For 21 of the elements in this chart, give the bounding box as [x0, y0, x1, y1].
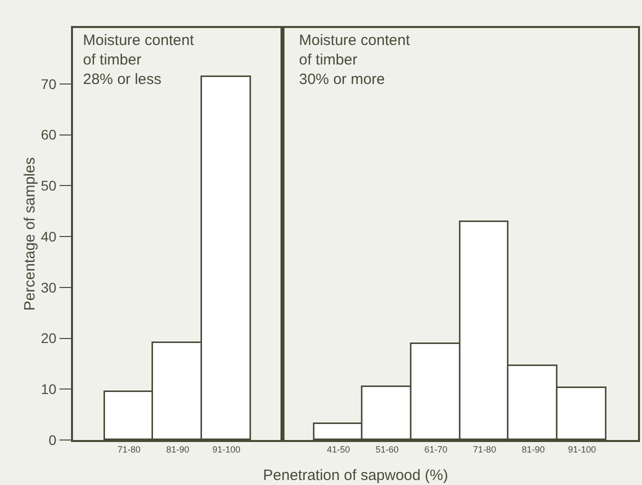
x-tick-label: 81-90	[522, 444, 545, 455]
y-tick-label: 60	[40, 126, 57, 143]
x-tick-label: 81-90	[166, 444, 190, 455]
y-tick-label: 10	[40, 381, 57, 398]
x-axis-title: Penetration of sapwood (%)	[263, 467, 448, 484]
x-tick-label: 71-80	[117, 444, 141, 455]
x-tick-label: 71-80	[473, 444, 496, 455]
y-tick-label: 50	[40, 178, 57, 194]
x-tick-label: 41-50	[326, 444, 350, 455]
y-tick-label: 40	[40, 228, 57, 244]
x-tick-label: 51-60	[376, 444, 399, 455]
annotation: Moisture content of timber 28% or less	[83, 32, 195, 88]
y-tick-label: 30	[40, 279, 57, 296]
x-tick-label: 91-100	[568, 444, 596, 455]
y-tick-label: 70	[40, 76, 57, 92]
annotation: Moisture content of timber 30% or more	[299, 32, 411, 88]
y-tick-label: 20	[40, 330, 57, 346]
x-tick-label: 61-70	[424, 444, 448, 455]
y-axis-title: Percentage of samples	[22, 157, 39, 311]
y-tick-label: 0	[48, 432, 57, 448]
x-tick-label: 91-100	[212, 444, 240, 455]
